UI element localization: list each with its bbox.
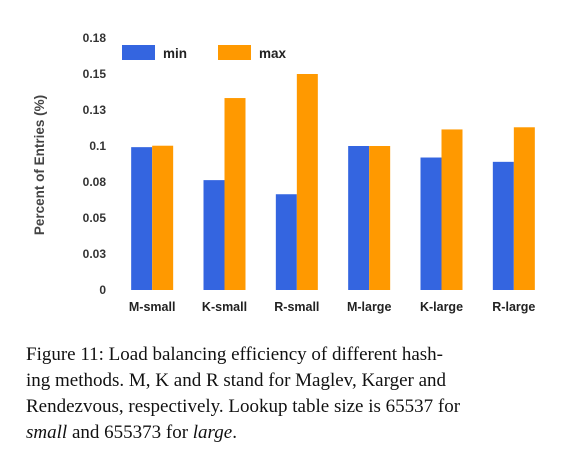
- x-category-label: R-small: [274, 300, 319, 314]
- bar-min-R-large: [492, 161, 514, 290]
- y-tick-label: 0.13: [83, 103, 107, 117]
- y-tick-label: 0.15: [83, 67, 107, 81]
- chart-canvas: Percent of Entries (%) 00.030.050.080.10…: [32, 31, 536, 314]
- y-axis-ticks: 0 0.03 0.05 0.08 0.1 0.13 0.15 0.18: [83, 31, 107, 297]
- legend-swatch-min: [122, 45, 155, 60]
- bar-chart: Percent of Entries (%) 0 0.03 0.05 0.08 0.1 0…: [32, 31, 536, 314]
- x-axis-categories: M-small K-small R-small M-large K-large R-lar…: [129, 300, 536, 314]
- bars: [131, 74, 535, 290]
- x-category-label: M-large: [347, 300, 392, 314]
- legend-label-min: min: [163, 46, 187, 61]
- legend-label-max: max: [259, 46, 287, 61]
- caption-line-3: Rendezvous, respectively. Lookup table s…: [26, 396, 461, 417]
- y-tick-label: 0.18: [83, 31, 107, 45]
- x-category-label: K-large: [420, 300, 463, 314]
- y-axis-title-group: Percent of Entries (%): [32, 95, 47, 235]
- bar-min-K-small: [203, 180, 225, 290]
- legend: min max: [122, 45, 287, 61]
- bar-min-M-large: [348, 146, 370, 290]
- caption-period: .: [232, 422, 237, 443]
- y-tick-label: 0: [99, 283, 106, 297]
- bar-min-R-small: [275, 194, 297, 290]
- bar-max-R-large: [513, 127, 535, 290]
- bar-min-M-small: [131, 147, 153, 290]
- x-category-label: M-small: [129, 300, 176, 314]
- y-axis-title: Percent of Entries (%): [32, 95, 47, 235]
- bar-max-K-large: [441, 129, 463, 290]
- caption-line-1: Figure 11: Load balancing efficiency of …: [26, 344, 443, 365]
- bar-max-M-small: [152, 145, 174, 290]
- caption-small-word: small: [26, 422, 68, 443]
- figure-caption: Figure 11: Load balancing efficiency of …: [26, 342, 566, 446]
- bar-max-R-small: [296, 74, 318, 290]
- legend-swatch-max: [218, 45, 251, 60]
- y-tick-label: 0.03: [83, 247, 107, 261]
- y-tick-label: 0.05: [83, 211, 107, 225]
- x-category-label: R-large: [492, 300, 535, 314]
- x-category-label: K-small: [202, 300, 247, 314]
- bar-max-M-large: [369, 146, 391, 290]
- caption-line-2: ing methods. M, K and R stand for Maglev…: [26, 370, 447, 391]
- y-tick-label: 0.08: [83, 175, 107, 189]
- y-tick-label: 0.1: [89, 139, 106, 153]
- caption-large-word: large: [192, 422, 233, 443]
- bar-max-K-small: [224, 98, 246, 290]
- caption-and-text: and 655373 for: [67, 422, 193, 443]
- bar-min-K-large: [420, 157, 442, 290]
